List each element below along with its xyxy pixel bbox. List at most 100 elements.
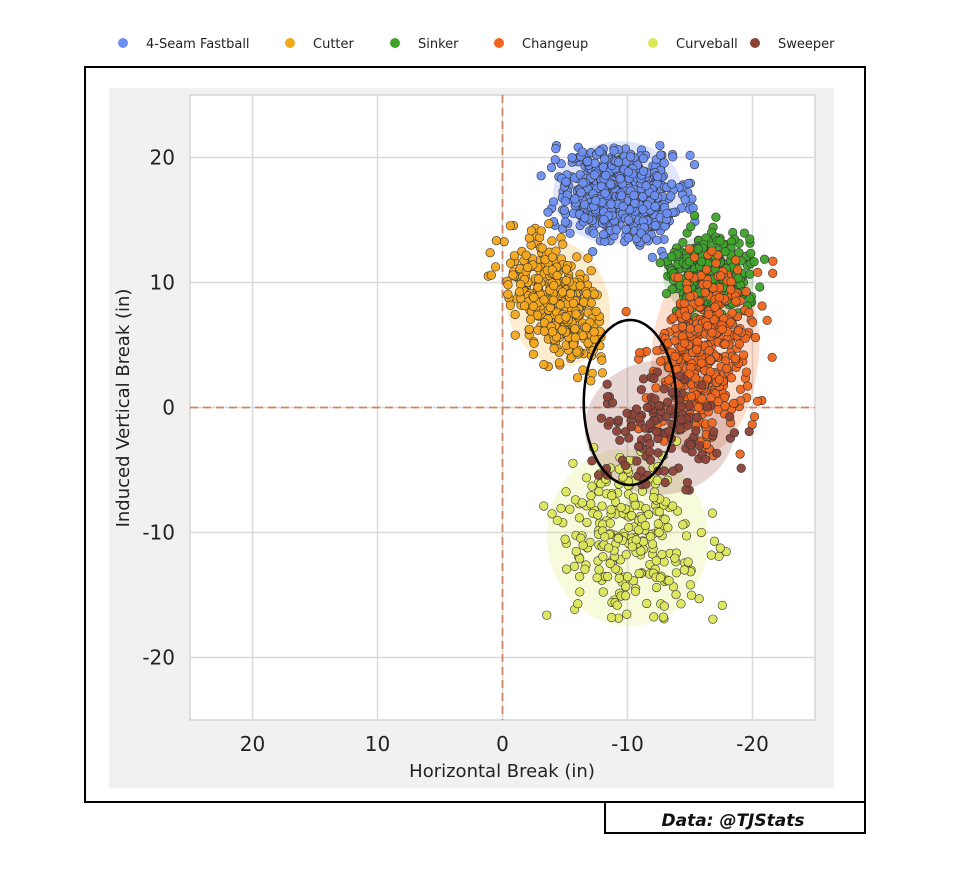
changeup-point bbox=[720, 401, 730, 411]
curveball-point bbox=[628, 492, 639, 503]
cutter-point bbox=[557, 325, 567, 335]
changeup-point bbox=[696, 358, 707, 368]
4-seam-fastball-point bbox=[576, 187, 586, 198]
cutter-point bbox=[485, 248, 495, 258]
changeup-point bbox=[677, 322, 688, 332]
sweeper-point bbox=[649, 373, 659, 384]
4-seam-fastball-point bbox=[543, 207, 553, 217]
curveball-point bbox=[626, 511, 637, 521]
4-seam-fastball-point bbox=[598, 229, 609, 240]
4-seam-fastball-point bbox=[623, 233, 633, 243]
legend-swatch-4-seam-fastball bbox=[118, 38, 128, 48]
changeup-point bbox=[707, 328, 717, 338]
cutter-point bbox=[561, 264, 572, 274]
4-seam-fastball-point bbox=[638, 166, 649, 176]
highlight-ellipse bbox=[582, 318, 678, 487]
changeup-point bbox=[664, 375, 674, 385]
annotations bbox=[582, 318, 678, 487]
changeup-point bbox=[704, 346, 714, 356]
changeup-point bbox=[727, 308, 737, 318]
4-seam-fastball-point bbox=[582, 156, 593, 167]
4-seam-fastball-point bbox=[641, 233, 651, 243]
changeup-point bbox=[697, 394, 707, 404]
4-seam-fastball-point bbox=[609, 146, 619, 156]
curveball-point bbox=[681, 531, 692, 541]
cutter-point bbox=[570, 324, 580, 334]
cutter-point bbox=[536, 226, 546, 236]
cutter-point bbox=[549, 281, 559, 291]
curveball-point bbox=[605, 518, 615, 528]
cutter-point bbox=[514, 287, 525, 297]
changeup-point bbox=[768, 268, 778, 278]
curveball-point bbox=[631, 535, 641, 545]
cutter-point bbox=[499, 237, 509, 247]
sweeper-point bbox=[725, 412, 735, 422]
changeup-point bbox=[750, 332, 761, 343]
changeup-point bbox=[693, 402, 704, 413]
4-seam-fastball-point bbox=[666, 191, 676, 201]
cutter-point bbox=[508, 270, 518, 280]
4-seam-fastball-point bbox=[588, 247, 598, 257]
4-seam-fastball-point bbox=[601, 170, 611, 180]
sinker-point bbox=[711, 212, 721, 222]
sweeper-point bbox=[681, 485, 691, 495]
legend-label-sweeper: Sweeper bbox=[778, 37, 835, 52]
curveball-point bbox=[717, 600, 727, 610]
changeup-point bbox=[692, 337, 702, 347]
cutter-point bbox=[597, 355, 607, 365]
cutter-point bbox=[509, 251, 520, 261]
4-seam-fastball-point bbox=[577, 147, 587, 157]
x-tick-label: 20 bbox=[240, 732, 265, 756]
y-tick-label: -10 bbox=[142, 521, 175, 545]
4-seam-fastball-point bbox=[590, 158, 600, 168]
sweeper-point bbox=[659, 466, 669, 476]
curveball-point bbox=[634, 525, 644, 535]
sweeper-point bbox=[612, 426, 622, 436]
curveball-point bbox=[542, 610, 552, 620]
curveball-point bbox=[586, 490, 596, 501]
changeup-point bbox=[710, 302, 720, 312]
curveball-point bbox=[581, 473, 592, 483]
changeup-point bbox=[734, 339, 744, 349]
changeup-point bbox=[707, 246, 717, 256]
curveball-point bbox=[658, 612, 668, 622]
curveball-point bbox=[663, 523, 673, 533]
cutter-point bbox=[581, 323, 591, 333]
legend-swatch-cutter bbox=[285, 38, 295, 48]
changeup-point bbox=[729, 398, 739, 408]
curveball-point bbox=[679, 565, 690, 575]
sweeper-point bbox=[675, 424, 685, 434]
cutter-point bbox=[552, 270, 562, 281]
changeup-point bbox=[702, 279, 712, 290]
sweeper-point bbox=[744, 426, 754, 437]
4-seam-fastball-point bbox=[618, 201, 628, 212]
legend-label-curveball: Curveball bbox=[676, 37, 738, 52]
sweeper-point bbox=[638, 374, 649, 384]
cutter-point bbox=[529, 292, 539, 303]
curveball-point bbox=[612, 600, 622, 610]
curveball-point bbox=[568, 458, 578, 468]
curveball-point bbox=[580, 564, 590, 574]
curveball-point bbox=[574, 513, 585, 523]
changeup-point bbox=[716, 271, 726, 281]
legend-swatch-curveball bbox=[648, 38, 658, 48]
sinker-point bbox=[739, 228, 750, 238]
sweeper-point bbox=[632, 456, 642, 466]
cutter-point bbox=[539, 359, 549, 370]
curveball-point bbox=[706, 550, 716, 560]
cutter-point bbox=[510, 309, 520, 320]
curveball-point bbox=[616, 502, 626, 513]
sweeper-point bbox=[636, 385, 646, 395]
4-seam-fastball-point bbox=[606, 199, 616, 209]
4-seam-fastball-point bbox=[638, 192, 648, 202]
sweeper-point bbox=[645, 455, 656, 465]
sweeper-point bbox=[709, 427, 719, 437]
curveball-point bbox=[668, 501, 678, 511]
curveball-point bbox=[657, 549, 667, 560]
curveball-point bbox=[708, 614, 718, 624]
cutter-point bbox=[491, 236, 501, 246]
cutter-point bbox=[571, 309, 581, 319]
changeup-point bbox=[713, 397, 723, 407]
curveball-point bbox=[622, 609, 632, 619]
4-seam-fastball-point bbox=[650, 220, 660, 231]
